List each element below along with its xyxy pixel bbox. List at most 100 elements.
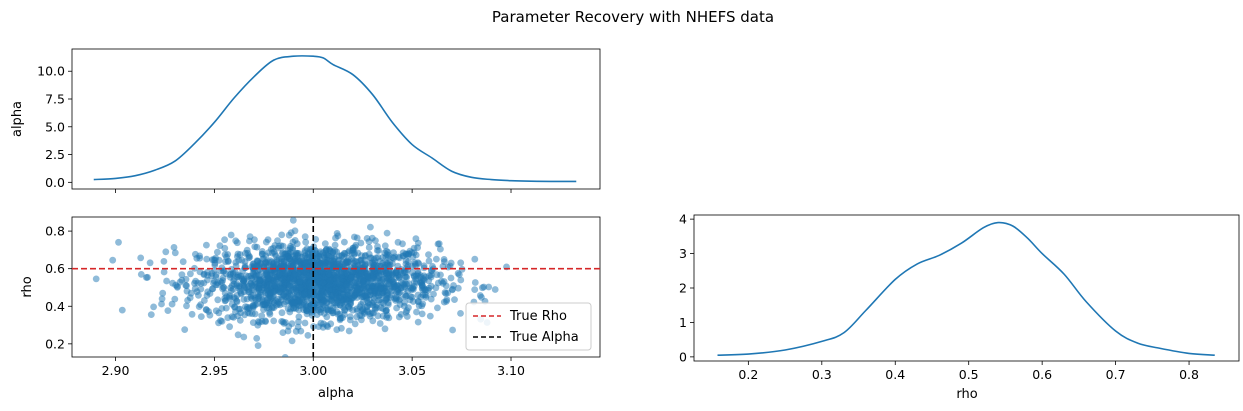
scatter-point: [236, 317, 244, 324]
scatter-point: [471, 279, 479, 286]
scatter-point: [409, 298, 417, 305]
scatter-point: [414, 318, 422, 326]
scatter-point: [192, 277, 200, 285]
scatter-point: [400, 252, 407, 260]
scatter-point: [376, 320, 384, 327]
scatter-point: [362, 252, 369, 259]
scatter-point: [195, 303, 203, 310]
scatter-point: [333, 275, 341, 282]
scatter-point: [383, 277, 391, 284]
scatter-point: [361, 262, 369, 269]
scatter-point: [301, 233, 309, 241]
scatter-point: [196, 254, 204, 262]
scatter-point: [146, 259, 154, 267]
scatter-point: [345, 327, 353, 335]
scatter-plot: [72, 217, 600, 357]
scatter-point: [262, 238, 270, 246]
scatter-point: [394, 238, 402, 246]
scatter-point: [240, 277, 248, 285]
scatter-point: [289, 217, 297, 224]
scatter-point: [214, 296, 222, 304]
scatter-point: [440, 298, 448, 306]
scatter-point: [375, 296, 382, 304]
scatter-point: [302, 238, 310, 246]
scatter-point: [253, 243, 261, 251]
scatter-point: [478, 293, 485, 301]
scatter-point: [381, 249, 389, 257]
scatter-point: [451, 296, 458, 303]
alpha-kde-density-line: [93, 55, 577, 183]
scatter-x-tick-label: 3.10: [497, 363, 525, 378]
scatter-point: [301, 259, 308, 266]
rho-kde-x-tick-label: 0.3: [812, 367, 832, 382]
scatter-point: [367, 223, 374, 231]
rho-kde-y-tick-label: 2: [679, 281, 687, 296]
scatter-point: [228, 313, 236, 321]
scatter-point: [290, 271, 298, 279]
scatter-point: [266, 310, 274, 318]
scatter-point: [249, 319, 257, 326]
scatter-point: [172, 281, 180, 289]
scatter-point: [196, 268, 204, 276]
scatter-point: [351, 243, 359, 251]
scatter-point: [324, 256, 332, 264]
scatter-point: [137, 254, 145, 262]
scatter-point: [227, 231, 235, 239]
scatter-point: [425, 257, 433, 265]
scatter-point: [203, 255, 211, 263]
scatter-point: [491, 286, 499, 293]
scatter-point: [457, 310, 464, 317]
scatter-point: [390, 249, 397, 257]
scatter-point: [171, 249, 179, 257]
scatter-point: [301, 319, 309, 327]
scatter-point: [218, 318, 226, 325]
rho-kde-panel: 0.2 0.3 0.4 0.5 0.6 0.7 0.8 0 1 2 3 4 rho: [679, 212, 1240, 402]
scatter-point: [353, 234, 361, 242]
scatter-point: [341, 238, 348, 246]
scatter-point: [200, 279, 208, 287]
scatter-point: [392, 268, 400, 276]
scatter-point: [251, 280, 258, 288]
rho-kde-y-tick-label: 4: [679, 212, 687, 227]
scatter-point: [274, 237, 281, 245]
scatter-point: [333, 230, 341, 237]
scatter-point: [457, 259, 465, 267]
scatter-point: [253, 335, 261, 342]
scatter-point: [278, 309, 286, 317]
scatter-point: [289, 244, 297, 252]
scatter-point: [408, 249, 416, 256]
rho-kde-y-ticks: 0 1 2 3 4: [679, 212, 694, 364]
scatter-point: [276, 270, 284, 278]
scatter-point: [338, 252, 345, 260]
scatter-point: [242, 272, 250, 280]
scatter-point: [255, 319, 263, 326]
scatter-point: [234, 253, 241, 260]
scatter-point: [219, 277, 227, 284]
scatter-point: [163, 277, 171, 285]
scatter-point: [405, 304, 412, 312]
scatter-point: [285, 275, 293, 283]
scatter-point: [254, 342, 262, 349]
scatter-point: [159, 289, 167, 297]
scatter-point: [374, 243, 381, 250]
scatter-point: [340, 304, 347, 311]
scatter-point: [346, 316, 354, 324]
scatter-point: [321, 240, 329, 248]
scatter-point: [353, 285, 361, 293]
legend-label-true-alpha: True Alpha: [509, 330, 579, 345]
scatter-point: [316, 262, 323, 269]
scatter-point: [485, 283, 493, 291]
scatter-point: [356, 257, 364, 265]
scatter-point: [229, 269, 237, 277]
scatter-point: [233, 298, 241, 306]
scatter-point: [221, 236, 229, 244]
scatter-point: [300, 268, 308, 276]
scatter-point: [446, 262, 454, 270]
scatter-point: [240, 333, 248, 341]
scatter-point: [223, 253, 230, 261]
scatter-point: [479, 284, 486, 292]
alpha-kde-x-ticks: [115, 189, 512, 193]
scatter-point: [365, 238, 373, 246]
scatter-point: [245, 254, 253, 262]
scatter-point: [381, 325, 389, 333]
